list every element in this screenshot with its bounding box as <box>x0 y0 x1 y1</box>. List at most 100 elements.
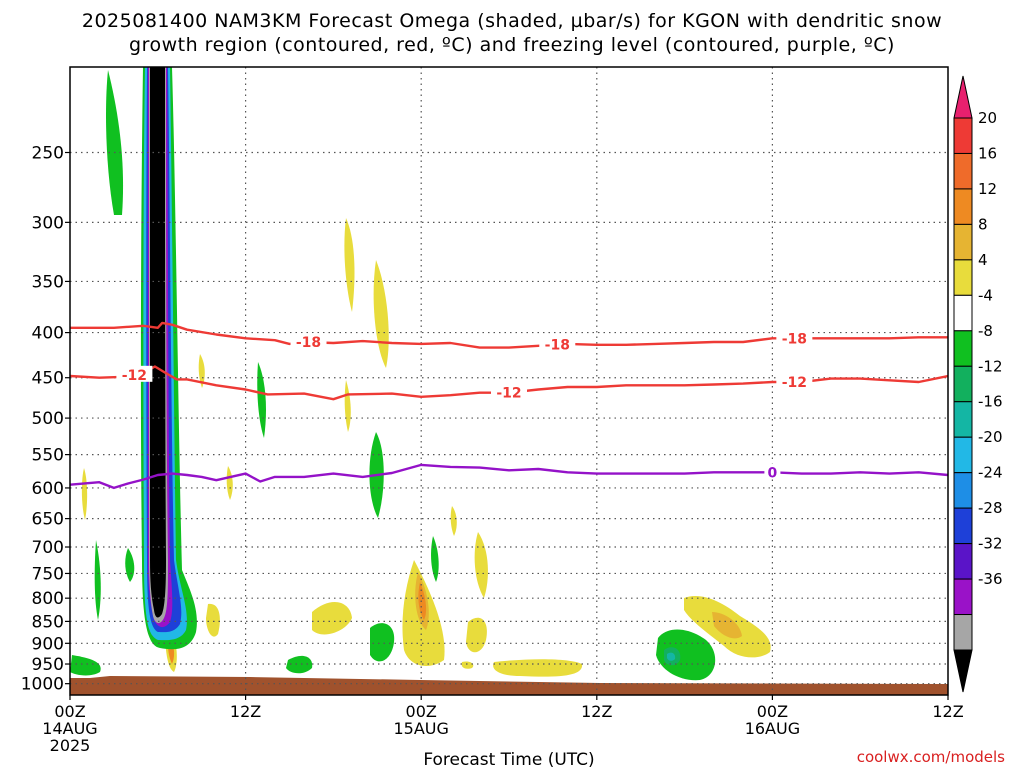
y-tick-label: 700 <box>32 538 64 558</box>
colorbar-swatch <box>953 614 973 651</box>
terrain-band <box>70 676 948 695</box>
colorbar-label: -4 <box>978 286 993 304</box>
colorbar-label: -8 <box>978 322 993 340</box>
colorbar-swatch <box>953 401 973 438</box>
colorbar-swatch <box>953 436 973 474</box>
contour-label: -12 <box>782 375 807 391</box>
x-tick-label: 00Z <box>757 702 788 721</box>
y-tick-label: 350 <box>32 272 64 292</box>
y-tick-label: 550 <box>32 446 64 466</box>
omega-shade-region <box>373 260 389 368</box>
y-tick-label: 450 <box>32 369 64 389</box>
omega-shade-region <box>94 540 101 620</box>
colorbar-swatch <box>953 330 973 367</box>
omega-shade-region <box>81 468 88 520</box>
freezing-contour-line <box>70 463 948 490</box>
x-tick-label: 16AUG <box>745 719 800 738</box>
omega-shade-region <box>206 603 220 637</box>
colorbar-label: 4 <box>978 251 988 269</box>
omega-shade-region <box>286 655 313 674</box>
chart-title-line-1: 2025081400 NAM3KM Forecast Omega (shaded… <box>81 10 943 32</box>
contour-label: -18 <box>545 338 570 354</box>
colorbar-bottom-arrow <box>953 649 973 693</box>
x-tick-label: 00Z <box>54 702 85 721</box>
colorbar: 20 16 12 8 4 -4 -8 -12 -16 -20 -24 -28 -32 -36 <box>953 75 1003 693</box>
omega-shade-region <box>226 466 233 500</box>
contour-label: -12 <box>122 368 147 384</box>
y-tick-label: 600 <box>32 479 64 499</box>
x-tick-label: 12Z <box>932 702 963 721</box>
omega-shade-region <box>656 629 716 681</box>
omega-shade-region <box>667 652 676 661</box>
omega-shade-region <box>125 548 135 582</box>
y-tick-label: 800 <box>32 589 64 609</box>
omega-shade-region <box>474 532 488 598</box>
omega-shade-region <box>344 380 351 432</box>
colorbar-swatch <box>953 543 973 580</box>
omega-shade-region <box>70 655 101 676</box>
contour-label: -12 <box>496 386 521 402</box>
contour-label: -18 <box>782 331 807 347</box>
y-tick-label: 500 <box>32 409 64 429</box>
x-tick-label: 00Z <box>406 702 437 721</box>
colorbar-swatch <box>953 507 973 545</box>
colorbar-swatch <box>953 472 973 509</box>
omega-shade-region <box>418 582 427 620</box>
colorbar-swatch <box>953 294 973 332</box>
contour-labels: -18 -18 -18 -12 -12 -12 0 <box>116 329 813 481</box>
colorbar-label: 8 <box>978 215 988 233</box>
contour-label-background <box>776 329 813 346</box>
x-tick-label: 12Z <box>230 702 261 721</box>
colorbar-label: -28 <box>978 499 1003 517</box>
omega-shade-region <box>450 506 457 536</box>
colorbar-label: -20 <box>978 428 1003 446</box>
x-tick-label: 12Z <box>581 702 612 721</box>
contour-label-background <box>539 335 576 352</box>
y-tick-label: 950 <box>32 655 64 675</box>
chart-title-line-2: growth region (contoured, red, ºC) and f… <box>129 34 895 56</box>
omega-shade-region <box>466 617 487 653</box>
x-tick-label: 15AUG <box>393 719 448 738</box>
x-tick-label: 2025 <box>50 736 91 755</box>
temperature-contour-line <box>70 321 948 349</box>
colorbar-label: -24 <box>978 464 1003 482</box>
colorbar-swatch <box>953 152 973 190</box>
colorbar-swatch <box>953 578 973 616</box>
contour-label-background <box>290 333 327 350</box>
y-tick-label: 750 <box>32 564 64 584</box>
contour-label-background <box>116 365 153 382</box>
omega-shade-region <box>106 70 124 215</box>
y-tick-label: 250 <box>32 143 64 163</box>
y-tick-label: 400 <box>32 324 64 344</box>
contour-label: 0 <box>768 465 778 481</box>
colorbar-label: 20 <box>978 109 997 127</box>
y-tick-label: 650 <box>32 510 64 530</box>
omega-shade-region <box>312 601 352 635</box>
y-tick-label: 1000 <box>21 675 64 695</box>
omega-shade-region <box>712 612 742 639</box>
plot-frame <box>69 66 949 696</box>
y-tick-label: 850 <box>32 612 64 632</box>
y-axis-ticks: 2503003504004505005506006507007508008509… <box>21 143 70 695</box>
credit-text: coolwx.com/models <box>857 748 1005 766</box>
omega-shade-region <box>370 623 395 662</box>
x-tick-label: 14AUG <box>42 719 97 738</box>
colorbar-label: 12 <box>978 180 997 198</box>
y-tick-label: 900 <box>32 634 64 654</box>
colorbar-swatch <box>953 117 973 154</box>
x-axis-label: Forecast Time (UTC) <box>423 750 594 768</box>
omega-shade-region <box>493 659 583 677</box>
colorbar-swatch <box>953 188 973 225</box>
omega-shade-region <box>150 67 166 618</box>
contour-label-background <box>491 383 527 400</box>
colorbar-swatch <box>953 259 973 296</box>
colorbar-label: -32 <box>978 535 1003 553</box>
omega-shade-region <box>344 218 355 312</box>
omega-shaded-field <box>70 67 948 695</box>
contour-label-background <box>776 372 813 389</box>
colorbar-label: 16 <box>978 144 997 162</box>
omega-shade-region <box>431 536 439 582</box>
contour-label-background <box>764 463 781 480</box>
